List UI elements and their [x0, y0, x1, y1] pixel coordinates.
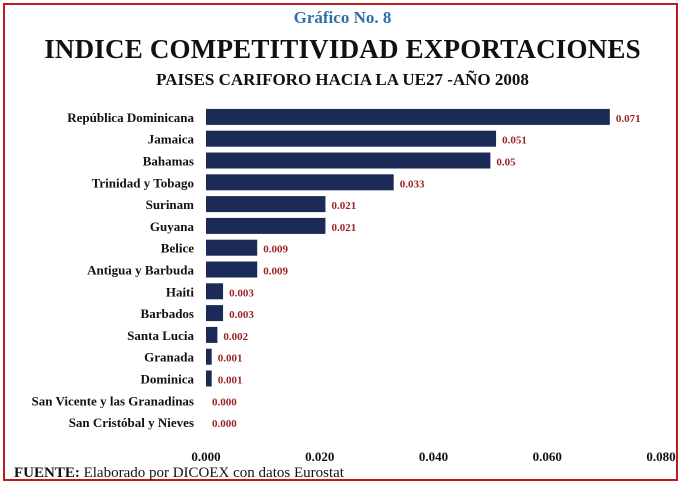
category-label: Santa Lucia	[127, 328, 194, 343]
category-label: Dominica	[141, 372, 195, 387]
bar	[206, 152, 491, 169]
category-label: Barbados	[141, 306, 194, 321]
source-note: FUENTE: Elaborado por DICOEX con datos E…	[14, 465, 344, 482]
data-label: 0.021	[331, 222, 356, 234]
data-label: 0.001	[218, 353, 243, 365]
x-tick-label: 0.080	[646, 449, 675, 464]
bar	[206, 326, 218, 343]
data-label: 0.051	[502, 135, 527, 147]
bar	[206, 108, 610, 125]
bar	[206, 130, 497, 147]
category-label: Guyana	[150, 219, 195, 234]
bar	[206, 196, 326, 213]
data-label: 0.033	[400, 178, 425, 190]
source-text: Elaborado por DICOEX con datos Eurostat	[79, 465, 344, 481]
category-label: Belice	[161, 241, 194, 256]
category-label: Haiti	[166, 284, 195, 299]
bar	[206, 174, 394, 191]
data-label: 0.002	[223, 331, 248, 343]
category-label: Surinam	[146, 197, 195, 212]
data-label: 0.021	[331, 200, 356, 212]
bar	[206, 261, 258, 278]
chart-subtitle: PAISES CARIFORO HACIA LA UE27 -AÑO 2008	[156, 70, 529, 89]
category-label: Bahamas	[143, 154, 194, 169]
x-tick-label: 0.040	[419, 449, 448, 464]
bar	[206, 305, 224, 322]
data-label: 0.009	[263, 266, 288, 278]
bar	[206, 217, 326, 234]
bar	[206, 283, 224, 300]
bar	[206, 348, 212, 365]
category-label: San Vicente y las Granadinas	[31, 393, 194, 408]
chart-frame	[3, 3, 678, 481]
category-label: San Cristóbal y Nieves	[69, 415, 194, 430]
category-label: Antigua y Barbuda	[87, 263, 194, 278]
data-label: 0.000	[212, 418, 237, 430]
category-label: Jamaica	[148, 132, 195, 147]
x-tick-label: 0.060	[533, 449, 562, 464]
bar	[206, 370, 212, 387]
x-tick-label: 0.020	[305, 449, 334, 464]
data-label: 0.003	[229, 287, 254, 299]
x-tick-label: 0.000	[191, 449, 220, 464]
source-label: FUENTE:	[14, 465, 80, 481]
data-label: 0.009	[263, 244, 288, 256]
data-label: 0.05	[496, 157, 516, 169]
chart-kicker: Gráfico No. 8	[293, 8, 392, 27]
data-label: 0.003	[229, 309, 254, 321]
bar	[206, 239, 258, 256]
chart-title: INDICE COMPETITIVIDAD EXPORTACIONES	[44, 34, 641, 64]
data-label: 0.001	[218, 375, 243, 387]
category-label: Trinidad y Tobago	[92, 175, 194, 190]
data-label: 0.071	[616, 113, 641, 125]
category-label: República Dominicana	[67, 110, 194, 125]
data-label: 0.000	[212, 396, 237, 408]
category-label: Granada	[144, 350, 194, 365]
